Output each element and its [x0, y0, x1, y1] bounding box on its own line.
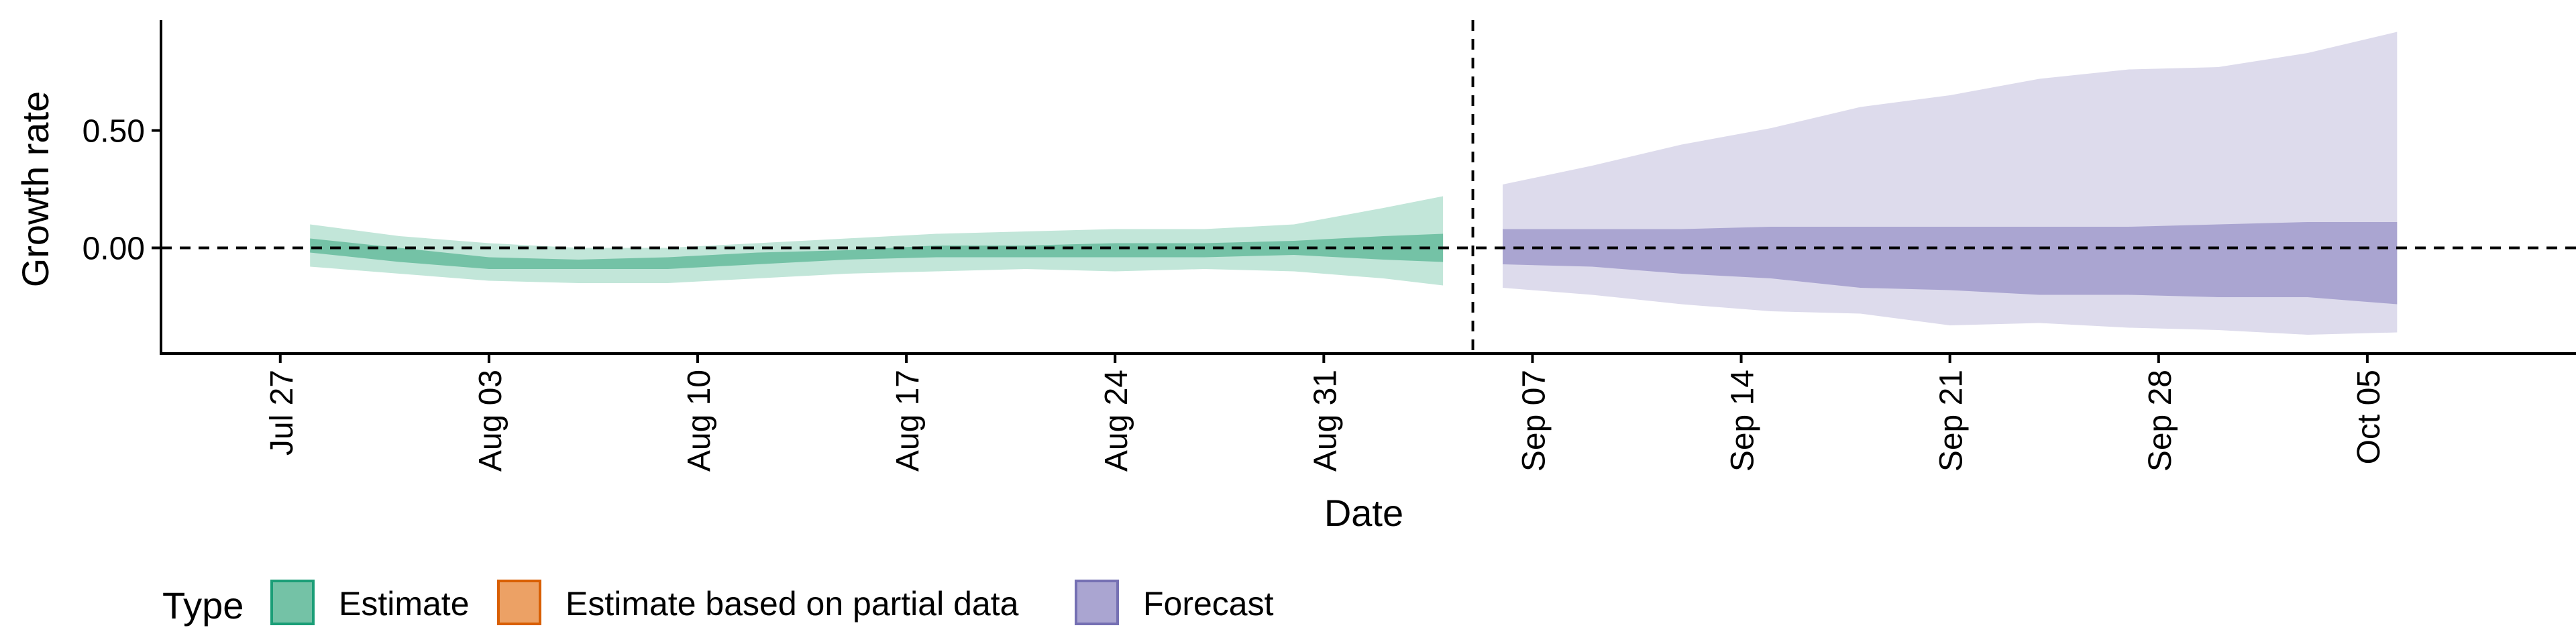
legend-label: Forecast	[1143, 585, 1274, 623]
x-tick-label: Sep 14	[1725, 370, 1761, 472]
x-tick-label: Aug 24	[1099, 370, 1134, 472]
x-tick-label: Sep 21	[1934, 370, 1970, 472]
y-tick-label: 0.50	[83, 114, 145, 150]
axes	[160, 20, 2576, 355]
reference-lines	[161, 20, 2576, 354]
legend-key	[1075, 580, 1119, 625]
x-tick-label: Oct 05	[2351, 370, 2387, 464]
x-tick-label: Sep 07	[1516, 370, 1552, 472]
x-tick-label: Aug 03	[473, 370, 508, 472]
tick-marks: Jul 27 Aug 03 Aug 10 Aug 17 Aug 24 Aug 31 Sep …	[83, 114, 2387, 472]
estimate-outer-band	[310, 196, 1444, 286]
x-tick-label: Jul 27	[264, 370, 300, 455]
y-tick-label: 0.00	[83, 231, 145, 267]
legend-label: Estimate	[339, 585, 470, 623]
estimate-inner-band	[310, 233, 1444, 269]
y-axis-label: Growth rate	[14, 91, 56, 288]
series-bands	[310, 32, 2398, 335]
x-axis-label: Date	[1324, 492, 1403, 534]
x-tick-label: Aug 10	[682, 370, 717, 472]
x-tick-label: Aug 31	[1307, 370, 1343, 472]
legend-label: Estimate based on partial data	[566, 585, 1019, 623]
x-tick-label: Aug 17	[890, 370, 926, 472]
legend: Type Estimate Estimate based on partial d…	[162, 580, 1274, 627]
legend-key	[270, 580, 315, 625]
legend-title: Type	[162, 584, 244, 627]
x-tick-label: Sep 28	[2143, 370, 2178, 472]
forecast-inner-band	[1503, 222, 2398, 305]
legend-key	[497, 580, 541, 625]
